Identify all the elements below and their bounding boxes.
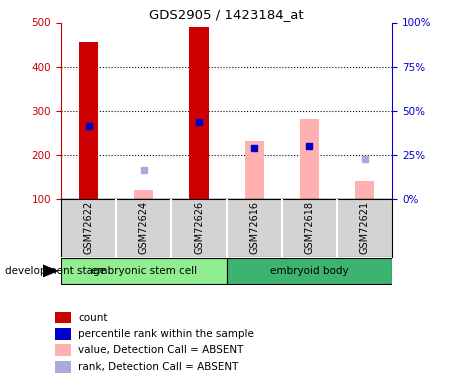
Bar [55,345,71,356]
Text: GSM72622: GSM72622 [83,201,93,254]
Bar [244,141,264,199]
Bar [300,119,319,199]
Polygon shape [43,264,59,278]
Bar [55,361,71,373]
Text: embryonic stem cell: embryonic stem cell [91,266,197,276]
Text: GSM72618: GSM72618 [304,201,314,254]
Title: GDS2905 / 1423184_at: GDS2905 / 1423184_at [149,8,304,21]
Bar [134,190,153,199]
Text: count: count [78,313,108,322]
Text: rank, Detection Call = ABSENT: rank, Detection Call = ABSENT [78,362,239,372]
Bar [61,258,226,284]
Bar [55,328,71,340]
Text: value, Detection Call = ABSENT: value, Detection Call = ABSENT [78,345,244,355]
Text: embryoid body: embryoid body [270,266,349,276]
Text: GSM72616: GSM72616 [249,201,259,254]
Bar [79,42,98,199]
Text: development stage: development stage [5,266,106,276]
Bar [189,27,209,199]
Text: percentile rank within the sample: percentile rank within the sample [78,329,254,339]
Text: GSM72621: GSM72621 [360,201,370,254]
Bar [226,258,392,284]
Bar [55,312,71,324]
Text: GSM72626: GSM72626 [194,201,204,254]
Bar [355,181,374,199]
Text: GSM72624: GSM72624 [139,201,149,254]
